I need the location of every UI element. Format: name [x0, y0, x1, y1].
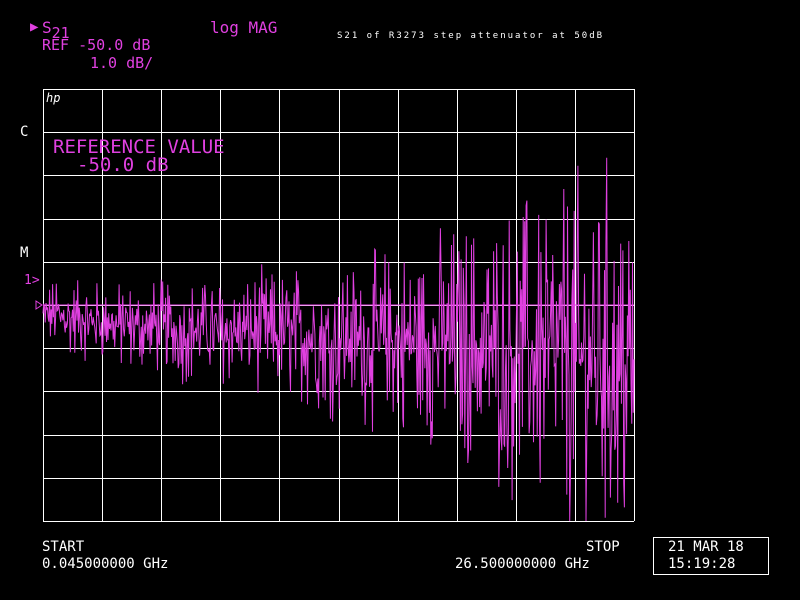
reference-level: REF -50.0 dB: [42, 36, 151, 54]
parameter-label: S21: [42, 18, 70, 41]
reference-value-title: REFERENCE VALUE: [53, 136, 225, 158]
s21-trace-line: [42, 157, 635, 522]
hp-logo: hp: [46, 91, 61, 105]
start-frequency: 0.045000000 GHz: [42, 556, 169, 572]
parameter-name: S: [42, 18, 52, 37]
measurement-title: S21 of R3273 step attenuator at 50dB: [337, 31, 605, 41]
scale-per-division: 1.0 dB/: [90, 54, 154, 72]
active-channel-marker: ▶: [30, 19, 39, 35]
reference-marker-triangle: [35, 300, 43, 310]
reference-position-marker: 1>: [24, 273, 40, 288]
start-label: START: [42, 539, 85, 555]
marker-indicator: M: [20, 245, 29, 261]
date: 21 MAR 18: [668, 539, 744, 555]
stop-label: STOP: [586, 539, 620, 555]
stop-frequency: 26.500000000 GHz: [455, 556, 590, 572]
format-label: log MAG: [210, 18, 278, 37]
trace-s21: [42, 157, 635, 522]
reference-triangle: [35, 300, 43, 310]
parameter-subscript: 21: [51, 24, 70, 42]
reference-value: -50.0 dB: [77, 154, 169, 176]
correction-indicator: C: [20, 124, 29, 140]
datetime-box: [653, 537, 769, 575]
time: 15:19:28: [668, 556, 736, 572]
